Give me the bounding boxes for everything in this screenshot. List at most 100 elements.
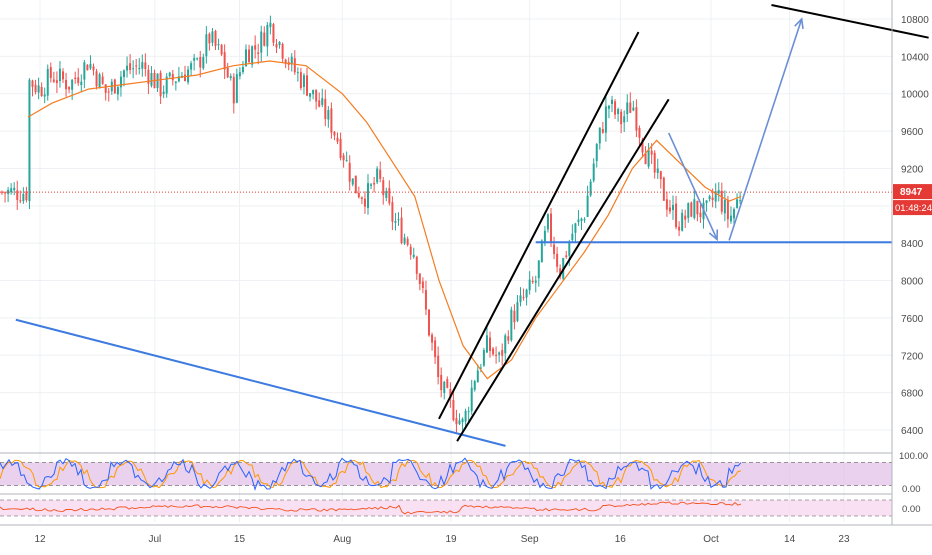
candle-body (653, 152, 656, 173)
time-tick-label: 23 (838, 534, 850, 545)
candle-body (604, 106, 607, 133)
candle-body (360, 197, 363, 199)
candle-body (516, 302, 519, 321)
candle-body (141, 62, 144, 69)
candle-body (617, 109, 620, 114)
candle-body (327, 110, 330, 120)
time-tick-label: Sep (521, 534, 539, 545)
candle-body (601, 128, 604, 133)
candle-body (540, 240, 543, 263)
candle-body (400, 217, 403, 244)
candle-body (159, 72, 162, 97)
candle-body (138, 68, 141, 70)
candle-body (461, 418, 464, 423)
candle-body (205, 34, 208, 57)
rsi-panel (0, 457, 892, 491)
candle-body (626, 102, 629, 115)
candle-body (391, 202, 394, 222)
time-tick-label: 14 (784, 534, 796, 545)
candle-body (473, 381, 476, 390)
time-tick-label: Oct (703, 534, 719, 545)
candle-body (62, 71, 64, 80)
candle-body (696, 200, 699, 215)
candle-body (284, 59, 287, 64)
lower-tick-label: 0.00 (902, 504, 921, 515)
candle-body (342, 155, 345, 161)
candle-body (275, 44, 278, 48)
candle-body (196, 58, 199, 60)
candle-body (263, 32, 266, 46)
candle-body (437, 355, 440, 378)
price-tick-label: 10800 (901, 15, 929, 26)
candle-body (251, 46, 254, 65)
candle-body (214, 31, 217, 46)
trend-line[interactable] (15, 318, 506, 447)
arrow-line[interactable] (728, 18, 803, 241)
candle-body (498, 352, 501, 355)
candle-body (74, 77, 77, 80)
candle-body (269, 22, 272, 28)
candle-body (589, 181, 592, 196)
candle-body (525, 289, 528, 298)
candle-body (708, 196, 711, 199)
candle-body (659, 171, 662, 180)
candle-body (690, 202, 693, 217)
candle-body (373, 182, 376, 185)
candle-body (614, 101, 617, 115)
candle-body (302, 75, 305, 87)
candle-body (455, 418, 458, 425)
drawings[interactable] (0, 4, 929, 442)
candle-body (522, 297, 525, 299)
candle-body (25, 191, 28, 201)
candle-body (733, 209, 735, 219)
candle-body (241, 66, 244, 73)
candle-body (620, 111, 623, 125)
candle-body (235, 74, 238, 103)
candles (1, 15, 742, 433)
arrow-line[interactable] (667, 132, 718, 240)
candle-body (489, 337, 491, 351)
candle-body (656, 168, 659, 173)
candle-body (629, 102, 632, 113)
candle-body (98, 74, 101, 89)
candle-body (260, 31, 263, 53)
candle-body (431, 334, 434, 343)
candle-body (278, 41, 281, 46)
candle-body (315, 89, 318, 102)
channel-line[interactable] (438, 31, 640, 420)
candle-body (312, 89, 315, 95)
arrow-head[interactable] (794, 17, 804, 30)
time-tick-label: Aug (333, 534, 351, 545)
candle-body (238, 72, 241, 77)
rsi-line (0, 457, 742, 491)
candle-body (68, 86, 71, 90)
candle-body (348, 162, 351, 182)
candle-body (126, 65, 129, 71)
candle-body (65, 79, 68, 90)
candle-body (592, 163, 595, 181)
candle-body (363, 198, 366, 207)
candle-body (568, 242, 571, 256)
candle-body (510, 309, 513, 341)
trend-line[interactable] (771, 4, 929, 39)
candle-body (40, 87, 43, 96)
lower-indicator-line (0, 501, 742, 515)
candle-body (553, 244, 556, 255)
price-tick-label: 8400 (901, 239, 924, 250)
channel-line[interactable] (456, 98, 670, 442)
candle-body (43, 94, 46, 97)
rsi-signal-line (0, 459, 742, 489)
candle-body (254, 45, 257, 50)
candle-body (583, 219, 586, 221)
moving-average (27, 60, 742, 380)
candle-body (693, 199, 696, 219)
lower-band (0, 500, 892, 516)
price-tick-label: 9600 (901, 127, 924, 138)
candle-body (650, 150, 653, 155)
arrow-head[interactable] (708, 229, 719, 242)
candle-body (129, 63, 132, 70)
candle-body (595, 143, 598, 162)
candle-body (531, 280, 534, 283)
